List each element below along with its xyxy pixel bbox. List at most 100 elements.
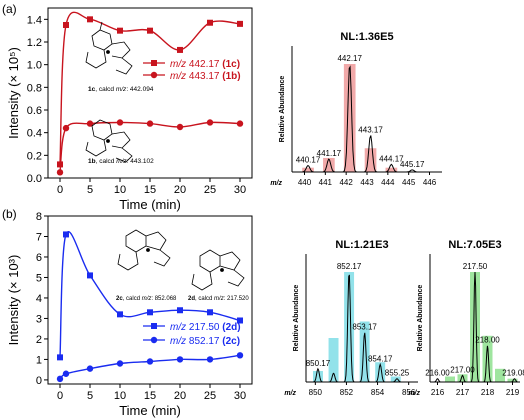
isotope-bar [313, 371, 323, 382]
data-point-square [207, 19, 213, 26]
spectrum-x-tick-label: 852 [340, 388, 354, 397]
legend-a-label-1: m/z 442.17 (1c) [170, 59, 240, 70]
spectrum-x-label: m/z [270, 180, 282, 187]
x-tick-label: 15 [144, 184, 156, 196]
legend-a-marker-1 [151, 60, 157, 66]
y-tick-label: 0 [36, 375, 42, 387]
y-tick-label: 7 [36, 231, 42, 243]
spectrum-x-label: m/z [408, 390, 420, 397]
isotope-bar [482, 335, 493, 382]
y-tick-label: 0.0 [27, 173, 42, 185]
peak-label: 443.17 [358, 125, 383, 134]
y-tick-label: 3 [36, 313, 42, 325]
structure-1c [85, 21, 133, 75]
data-point-circle [116, 360, 124, 367]
data-point-square [63, 231, 69, 238]
legend-a: m/z 442.17 (1c) m/z 443.17 (1b) [143, 59, 241, 82]
isotope-bar [457, 374, 468, 382]
data-point-circle [86, 365, 94, 372]
data-point-square [117, 311, 123, 318]
spectrum-x-tick-label: 856 [402, 388, 416, 397]
peak-label: 218.00 [475, 336, 500, 345]
x-tick-label: 10 [114, 390, 126, 402]
peak-label: 853.17 [352, 323, 377, 332]
data-point-circle [206, 356, 214, 363]
data-point-circle [56, 169, 64, 176]
peak-label: 217.50 [463, 262, 488, 271]
chart-b: 0 5 10 15 20 25 30 0 1 2 3 4 5 6 7 8 Time (min) Intensity… [6, 211, 253, 418]
legend-b: m/z 217.50 (2d) m/z 852.17 (2c) [143, 322, 241, 347]
legend-b-label-1: m/z 217.50 (2d) [170, 322, 241, 333]
x-axis-label: Time (min) [119, 403, 181, 418]
annotation-1c: 1c, calcd m/z: 442.094 [88, 86, 154, 93]
isotope-bar [323, 157, 335, 172]
isotope-bar [507, 378, 518, 382]
peak-label: 850.17 [306, 359, 331, 368]
peak-label: 855.25 [385, 369, 410, 378]
peak-label: 442.17 [337, 54, 362, 63]
isotope-bar [385, 167, 398, 172]
data-point-circle [62, 124, 70, 132]
spectrum-y-label: Relative Abundance [279, 76, 286, 143]
panel-b-label: (b) [2, 207, 17, 221]
annotation-2c: 2c, calcd m/z: 852.068 [116, 296, 177, 302]
spectrum-x-tick-label: 850 [309, 388, 323, 397]
data-point-circle [146, 358, 154, 365]
structure-1b [85, 119, 133, 163]
data-point-square [117, 27, 123, 34]
isotope-bar [343, 64, 356, 172]
x-tick-label: 5 [87, 390, 93, 402]
isotope-bar [445, 376, 455, 382]
x-tick-label: 10 [114, 184, 126, 196]
peak-label: 216.00 [425, 369, 450, 378]
spectrum-b1: NL:1.21E3 Relative Abundance 850.17 852.17 8… [284, 239, 418, 397]
spectrum-y-label: Relative Abundance [293, 285, 300, 352]
structure-2d [191, 249, 245, 291]
spectrum-x-tick-label: 219 [506, 388, 520, 397]
x-tick-label: 15 [144, 390, 156, 402]
y-tick-label: 0.2 [27, 150, 42, 162]
legend-b-label-2: m/z 852.17 (2c) [170, 336, 240, 347]
spectrum-x-tick-label: 217 [456, 388, 470, 397]
data-point-square [237, 20, 243, 27]
data-point-circle [56, 375, 64, 383]
spectrum-x-tick-label: 218 [481, 388, 495, 397]
data-point-square [87, 16, 93, 23]
spectrum-b2: NL:7.05E3 Relative Abundance 216.00 217.00 2… [408, 239, 524, 397]
data-point-circle [86, 120, 94, 127]
isotope-bar [375, 362, 386, 382]
spectrum-x-tick-label: 440 [298, 178, 312, 187]
x-axis-label: Time (min) [119, 197, 181, 212]
peak-label: 852.17 [337, 262, 362, 271]
isotope-bar [364, 148, 377, 172]
peak-label: 440.17 [296, 156, 321, 165]
data-point-square [147, 27, 153, 34]
y-tick-label: 6 [36, 252, 42, 264]
data-point-circle [236, 352, 244, 359]
data-point-square [207, 309, 213, 316]
data-point-circle [176, 123, 184, 131]
data-point-circle [116, 119, 124, 126]
y-tick-label: 1.4 [27, 14, 42, 26]
legend-b-marker-2 [150, 336, 158, 344]
spectrum-x-tick-label: 216 [431, 388, 445, 397]
data-point-circle [176, 356, 184, 363]
annotation-1b: 1b, calcd m/z: 443.102 [88, 158, 154, 165]
peak-label: 854.17 [368, 354, 393, 363]
x-tick-label: 20 [174, 390, 186, 402]
data-point-square [147, 309, 153, 316]
data-point-square [63, 22, 69, 28]
peak-label: 219.08 [502, 369, 524, 378]
peak-label: 444.17 [379, 154, 404, 163]
x-tick-label: 30 [234, 184, 246, 196]
y-tick-label: 1.0 [27, 60, 42, 72]
isotope-bar [495, 368, 505, 382]
spectrum-title: NL:1.21E3 [335, 239, 388, 251]
data-point-square [177, 307, 183, 314]
y-tick-label: 0.4 [27, 128, 42, 140]
y-tick-label: 0.6 [27, 105, 42, 117]
x-tick-label: 0 [57, 184, 63, 196]
y-tick-label: 1.2 [27, 37, 42, 49]
